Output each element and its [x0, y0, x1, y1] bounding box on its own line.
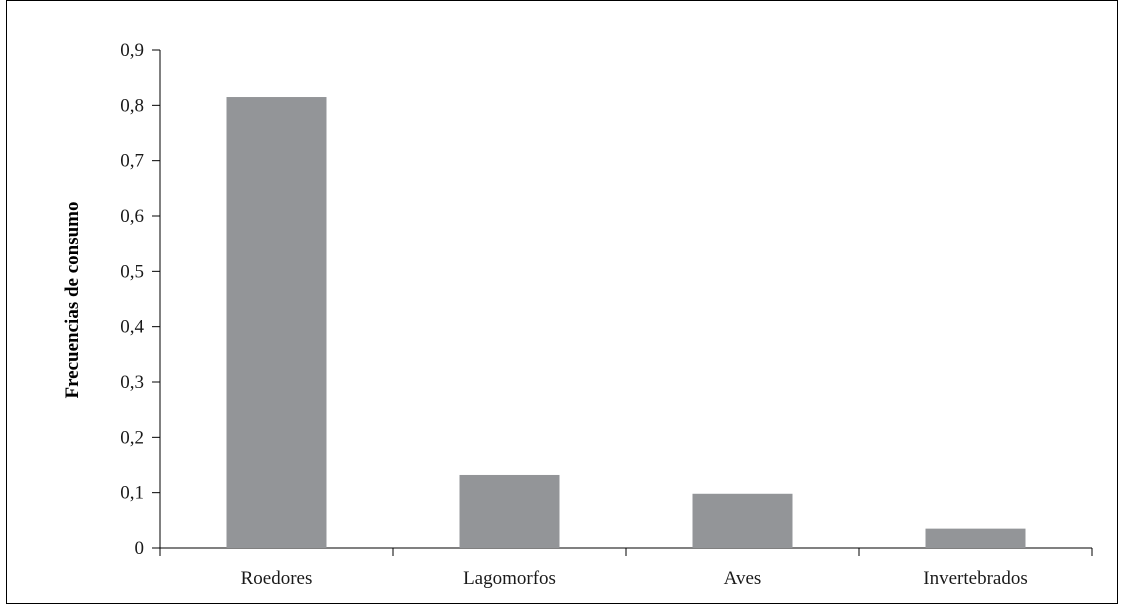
x-axis: Roedores Lagomorfos Aves Invertebrados	[159, 547, 1093, 589]
bar	[925, 528, 1026, 548]
y-tick-label: 0,8	[120, 95, 144, 116]
bar	[226, 97, 327, 549]
bar	[459, 474, 560, 548]
chart-frame	[6, 0, 1118, 604]
x-tick-label: Invertebrados	[923, 568, 1027, 589]
y-tick-label: 0,2	[120, 427, 144, 448]
y-tick-label: 0,4	[120, 317, 144, 338]
y-axis: 0 0,1 0,2 0,3 0,4 0,5 0,6 0,7 0,8 0,9	[120, 40, 161, 559]
x-tick-label: Lagomorfos	[463, 568, 556, 589]
y-tick-label: 0,9	[120, 40, 144, 61]
y-tick-label: 0,3	[120, 372, 144, 393]
y-tick-label: 0,5	[120, 261, 144, 282]
y-tick-label: 0	[135, 538, 145, 559]
y-axis-title: Frecuencias de consumo	[62, 201, 83, 398]
y-tick-label: 0,7	[120, 151, 144, 172]
bars	[226, 97, 1026, 549]
y-tick-label: 0,6	[120, 206, 144, 227]
x-tick-label: Aves	[724, 568, 762, 589]
y-tick-label: 0,1	[120, 483, 144, 504]
x-tick-label: Roedores	[241, 568, 313, 589]
bar	[692, 493, 793, 548]
